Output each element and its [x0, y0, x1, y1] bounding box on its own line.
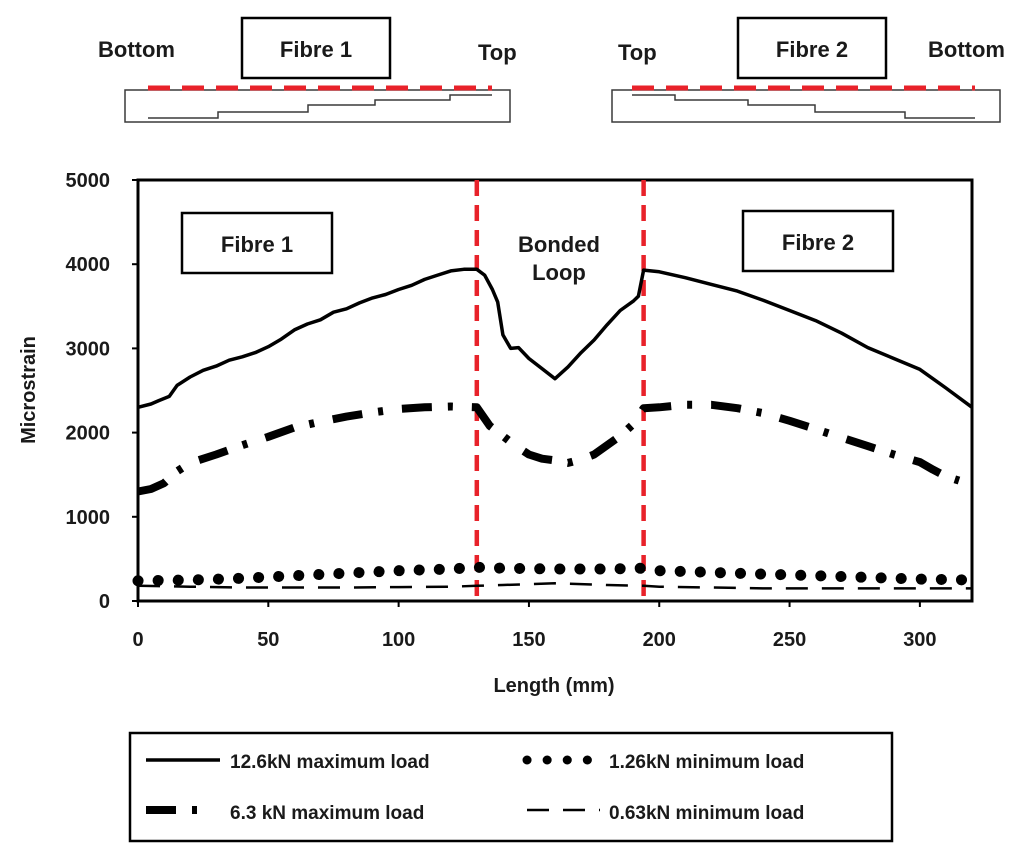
x-tick-label: 100	[382, 629, 415, 651]
y-tick-label: 3000	[66, 338, 111, 360]
x-tick-label: 200	[643, 629, 676, 651]
schematic-fibre-1-right-label: Top	[478, 40, 517, 65]
series-layer	[132, 267, 978, 590]
region-label-fibre-1: Fibre 1	[221, 232, 293, 257]
series-line-2	[137, 400, 961, 496]
y-tick-label: 4000	[66, 254, 111, 276]
y-tick-label: 0	[99, 591, 110, 613]
schematic-fibre-2-laminate	[611, 89, 1001, 123]
region-boundaries	[474, 180, 646, 601]
y-tick-label: 5000	[66, 170, 111, 192]
schematic-fibre-1: Fibre 1 Bottom Top	[98, 16, 517, 123]
chart: 0 50 100 150 200 250 300 0 1000 2000 3000 4000 5000…	[18, 170, 978, 697]
x-tick-label: 300	[903, 629, 936, 651]
schematic-fibre-2-right-label: Bottom	[928, 37, 1005, 62]
schematic-fibre-2-box	[736, 16, 888, 80]
region-box-fibre-1	[180, 211, 334, 275]
region-box-fibre-2	[741, 209, 895, 273]
schematic-fibre-2: Fibre 2 Top Bottom	[611, 16, 1005, 123]
y-axis-ticks: 0 1000 2000 3000 4000 5000	[66, 170, 138, 613]
schematic-fibre-1-box	[240, 16, 392, 80]
series-line-4	[137, 582, 972, 590]
x-axis-ticks: 0 50 100 150 200 250 300	[132, 601, 937, 651]
schematic-fibre-2-box-label: Fibre 2	[776, 37, 848, 62]
legend-label-0-63kn: 0.63kN minimum load	[609, 803, 804, 824]
legend-label-1-26kn: 1.26kN minimum load	[609, 752, 804, 773]
y-axis-title: Microstrain	[18, 336, 40, 444]
y-tick-label: 2000	[66, 423, 111, 445]
schematic-fibre-2-left-label: Top	[618, 40, 657, 65]
schematic-fibre-1-ply-steps	[148, 94, 492, 119]
y-tick-label: 1000	[66, 507, 111, 529]
x-tick-label: 250	[773, 629, 806, 651]
schematic-fibre-1-left-label: Bottom	[98, 37, 175, 62]
x-tick-label: 0	[132, 629, 143, 651]
legend-box	[128, 731, 894, 843]
x-tick-label: 150	[512, 629, 545, 651]
region-label-bonded-loop: Bonded Loop	[518, 232, 600, 285]
schematic-fibre-1-box-label: Fibre 1	[280, 37, 352, 62]
schematic-fibre-2-ply-steps	[632, 94, 975, 119]
series-line-1	[137, 267, 974, 409]
legend-label-6-3kn: 6.3 kN maximum load	[230, 803, 424, 824]
legend: 12.6kN maximum load 1.26kN minimum load …	[128, 731, 894, 843]
x-tick-label: 50	[257, 629, 279, 651]
schematic-fibre-1-laminate	[124, 89, 511, 123]
series-line-3	[132, 561, 978, 587]
region-label-fibre-2: Fibre 2	[782, 230, 854, 255]
legend-label-12-6kn: 12.6kN maximum load	[230, 752, 430, 773]
x-axis-title: Length (mm)	[493, 675, 614, 697]
